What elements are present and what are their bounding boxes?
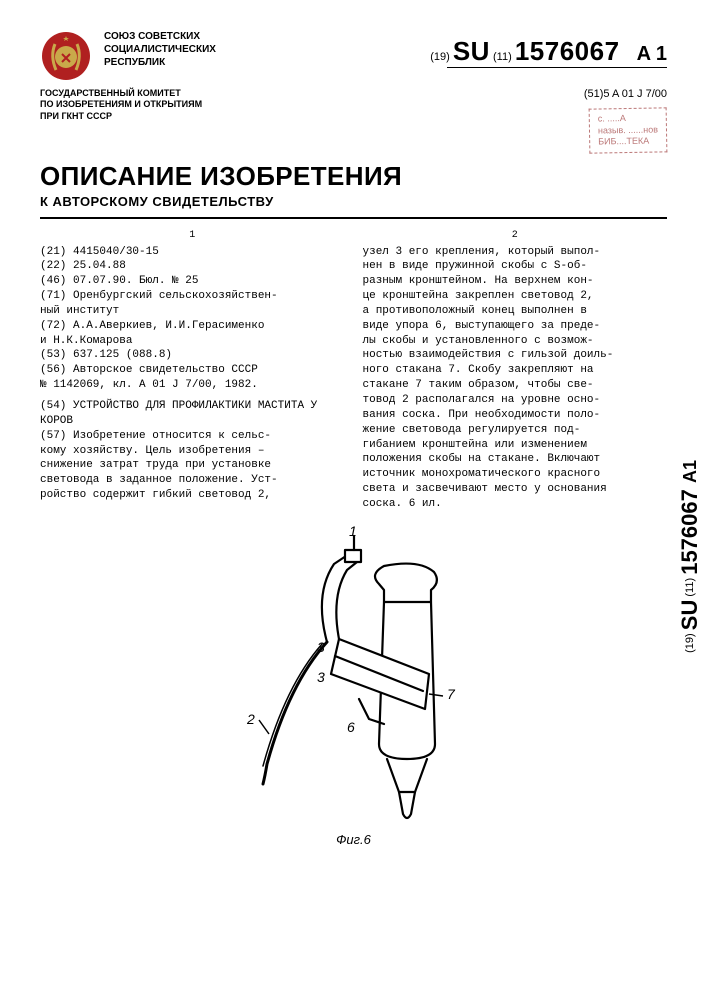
side-patent-label: (19) SU (11) 1576067 A1 (677, 460, 703, 653)
fig-label-1: 1 (349, 524, 357, 539)
field-21: (21) 4415040/30-15 (40, 245, 345, 260)
fig-label-7: 7 (447, 686, 456, 702)
fig-label-3b: 3 (317, 669, 325, 685)
document-title: ОПИСАНИЕ ИЗОБРЕТЕНИЯ (40, 161, 667, 192)
field-53: (53) 637.125 (088.8) (40, 348, 345, 363)
ussr-emblem-icon (40, 30, 92, 82)
column-1: 1 (21) 4415040/30-15 (22) 25.04.88 (46) … (40, 229, 345, 512)
field-22: (22) 25.04.88 (40, 259, 345, 274)
ipc-prefix: (51)5 (584, 88, 610, 100)
side-mid: (11) (684, 578, 696, 597)
committee-label: ГОСУДАРСТВЕННЫЙ КОМИТЕТ ПО ИЗОБРЕТЕНИЯМ … (40, 88, 202, 122)
col1-marker: 1 (40, 229, 345, 243)
fig-label-6: 6 (347, 719, 355, 735)
side-su: SU (677, 600, 702, 631)
committee-row: ГОСУДАРСТВЕННЫЙ КОМИТЕТ ПО ИЗОБРЕТЕНИЯМ … (40, 88, 667, 153)
field-57: (57) Изобретение относится к сельс- кому… (40, 429, 345, 503)
side-num: 1576067 (677, 489, 702, 575)
code-11: (11) (493, 51, 512, 63)
col2-text: узел 3 его крепления, который выпол- нен… (363, 245, 668, 512)
field-56: (56) Авторское свидетельство СССР № 1142… (40, 363, 345, 393)
column-2: 2 узел 3 его крепления, который выпол- н… (363, 229, 668, 512)
figure-6-icon: 1 2 3 3 6 7 (219, 524, 489, 834)
ipc-value: A 01 J 7/00 (612, 88, 667, 100)
stamp-l1: с. .....А (598, 112, 658, 125)
stamp-l2: назыв. ......нов (598, 124, 658, 137)
side-prefix: (19) (684, 633, 696, 653)
issuer-label: СОЮЗ СОВЕТСКИХ СОЦИАЛИСТИЧЕСКИХ РЕСПУБЛИ… (104, 30, 216, 69)
body-columns: 1 (21) 4415040/30-15 (22) 25.04.88 (46) … (40, 229, 667, 512)
field-46: (46) 07.07.90. Бюл. № 25 (40, 274, 345, 289)
stamp-l3: БИБ....ТЕКА (598, 136, 658, 149)
code-a1: A 1 (637, 43, 667, 65)
code-19: (19) (430, 51, 450, 63)
code-su: SU (453, 36, 490, 66)
header-row: СОЮЗ СОВЕТСКИХ СОЦИАЛИСТИЧЕСКИХ РЕСПУБЛИ… (40, 30, 667, 82)
title-divider (40, 217, 667, 219)
fig-label-2: 2 (246, 711, 255, 727)
patent-number: 1576067 (515, 36, 620, 66)
document-subtitle: К АВТОРСКОМУ СВИДЕТЕЛЬСТВУ (40, 194, 667, 209)
figure-area: 1 2 3 3 6 7 Фиг.6 (40, 524, 667, 847)
field-71: (71) Оренбургский сельскохозяйствен- ный… (40, 289, 345, 319)
side-a1: A1 (680, 460, 700, 483)
patent-number-block: (19) SU (11) 1576067 A 1 (430, 30, 667, 68)
field-54: (54) УСТРОЙСТВО ДЛЯ ПРОФИЛАКТИКИ МАСТИТА… (40, 399, 345, 429)
library-stamp: с. .....А назыв. ......нов БИБ....ТЕКА (589, 107, 668, 153)
col2-marker: 2 (363, 229, 668, 243)
figure-caption: Фиг.6 (40, 832, 667, 847)
fig-label-3a: 3 (317, 639, 325, 655)
ipc-code: (51)5 A 01 J 7/00 (584, 88, 667, 100)
field-72: (72) А.А.Аверкиев, И.И.Герасименко и Н.К… (40, 319, 345, 349)
